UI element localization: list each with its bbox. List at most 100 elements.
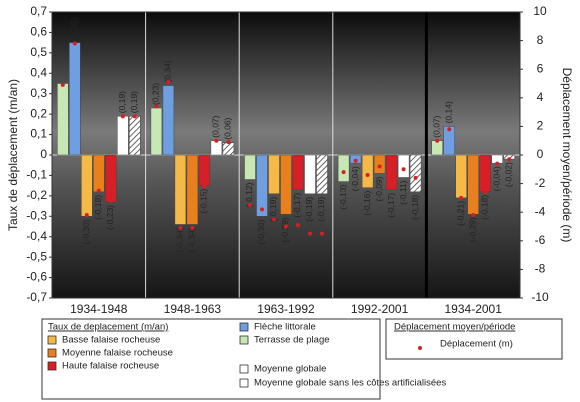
- y-tick-label: -0,7: [26, 290, 47, 304]
- value-label: (-0,12): [244, 182, 254, 207]
- value-label: (0,19): [129, 91, 139, 113]
- legend-dot: [418, 346, 422, 350]
- value-label: (-0,04): [491, 166, 501, 191]
- displacement-dot: [284, 224, 288, 229]
- displacement-dot: [353, 158, 358, 163]
- y2-tick-label: 10: [533, 4, 547, 18]
- y2-tick-label: -10: [531, 290, 549, 304]
- displacement-dot: [120, 114, 125, 119]
- value-label: (-0,13): [338, 184, 348, 209]
- y2-tick-label: 4: [537, 90, 544, 104]
- displacement-dot: [320, 231, 324, 236]
- value-label: (-0,19): [316, 197, 326, 222]
- displacement-dot: [377, 164, 382, 169]
- y-tick-label: 0,4: [30, 65, 47, 79]
- value-label: (-0,18): [479, 195, 489, 220]
- value-label: (-0,17): [386, 193, 396, 218]
- y-tick-label: -0,1: [26, 168, 47, 182]
- legend-swatch: [239, 335, 249, 345]
- bar: [316, 154, 328, 195]
- x-tick-label: 1934-2001: [445, 302, 503, 316]
- bar: [117, 115, 129, 156]
- value-label: (-0,17): [292, 193, 302, 218]
- y-tick-label: -0,6: [26, 270, 47, 284]
- y-tick-label: -0,5: [26, 249, 47, 263]
- legend2-box: [385, 318, 563, 360]
- legend-label: Terrasse de plage: [254, 335, 330, 346]
- bar: [69, 42, 81, 156]
- displacement-dot: [248, 203, 252, 208]
- value-label: (-0,19): [304, 197, 314, 222]
- bar: [292, 154, 304, 190]
- bar: [467, 154, 479, 215]
- value-label: (0,23): [151, 83, 161, 105]
- value-label: (0,14): [443, 101, 453, 123]
- displacement-dot: [413, 175, 418, 180]
- value-label: (0,56): [69, 17, 79, 39]
- bar: [337, 154, 350, 182]
- bar: [150, 107, 163, 156]
- value-label: (0,06): [223, 117, 233, 139]
- displacement-dot: [178, 225, 183, 230]
- bar: [81, 154, 93, 217]
- value-label: (-0,19): [268, 197, 278, 222]
- y2-tick-label: 2: [537, 119, 544, 133]
- legend-swatch: [239, 322, 249, 332]
- bar: [105, 154, 117, 203]
- bar: [431, 140, 443, 156]
- displacement-dot: [260, 207, 264, 212]
- y2-tick-label: 8: [537, 33, 544, 47]
- bar: [186, 154, 199, 225]
- y-tick-label: 0,2: [30, 106, 47, 120]
- legend-label: Basse falaise rocheuse: [62, 335, 160, 346]
- displacement-dot: [214, 138, 219, 143]
- displacement-dot: [154, 104, 159, 109]
- displacement-dot: [296, 223, 300, 228]
- bar: [57, 83, 69, 156]
- value-label: (-0,15): [199, 188, 209, 213]
- y2-tick-label: -2: [535, 176, 546, 190]
- value-label: (-0,09): [374, 176, 384, 201]
- bar: [361, 154, 374, 188]
- displacement-dot: [226, 140, 231, 145]
- x-tick-label: 1934-1948: [70, 302, 128, 316]
- value-label: (-0,23): [105, 205, 115, 230]
- value-label: (-0,16): [362, 191, 372, 216]
- displacement-dot: [72, 41, 77, 46]
- bar: [174, 154, 187, 225]
- legend-swatch: [47, 335, 57, 345]
- value-label: (-0,29): [280, 217, 290, 242]
- bar: [162, 85, 175, 156]
- plot-frame: [51, 11, 521, 299]
- displacement-dot: [60, 82, 65, 87]
- bar: [397, 154, 410, 178]
- bar: [93, 154, 105, 193]
- x-tick-label: 1963-1992: [257, 302, 315, 316]
- bar: [455, 154, 467, 199]
- x-tick-label: 1992-2001: [351, 302, 409, 316]
- displacement-dot: [507, 157, 512, 162]
- value-label: (-0,21): [455, 201, 465, 226]
- y-tick-label: 0,5: [30, 45, 47, 59]
- value-label: (-0,30): [256, 219, 266, 244]
- bar: [129, 115, 141, 156]
- bar: [479, 154, 491, 193]
- y-tick-label: 0,7: [30, 4, 47, 18]
- value-label: (0,07): [431, 115, 441, 137]
- displacement-dot: [341, 170, 346, 175]
- displacement-dot: [435, 138, 440, 143]
- value-label: (-0,18): [93, 195, 103, 220]
- bar: [409, 154, 422, 193]
- bar: [373, 154, 386, 174]
- bar: [304, 154, 316, 195]
- y2-tick-label: 0: [537, 147, 544, 161]
- legend-label: Flèche littorale: [254, 322, 316, 333]
- displacement-dot: [447, 127, 452, 132]
- displacement-dot: [308, 231, 312, 236]
- displacement-dot: [84, 213, 89, 218]
- legend-label: Haute falaise rocheuse: [62, 361, 159, 372]
- y2-axis-title: Déplacement moyen/période (m): [560, 68, 574, 243]
- value-label: (-0,02): [503, 162, 513, 187]
- y-tick-label: 0,3: [30, 86, 47, 100]
- displacement-dot: [166, 80, 171, 85]
